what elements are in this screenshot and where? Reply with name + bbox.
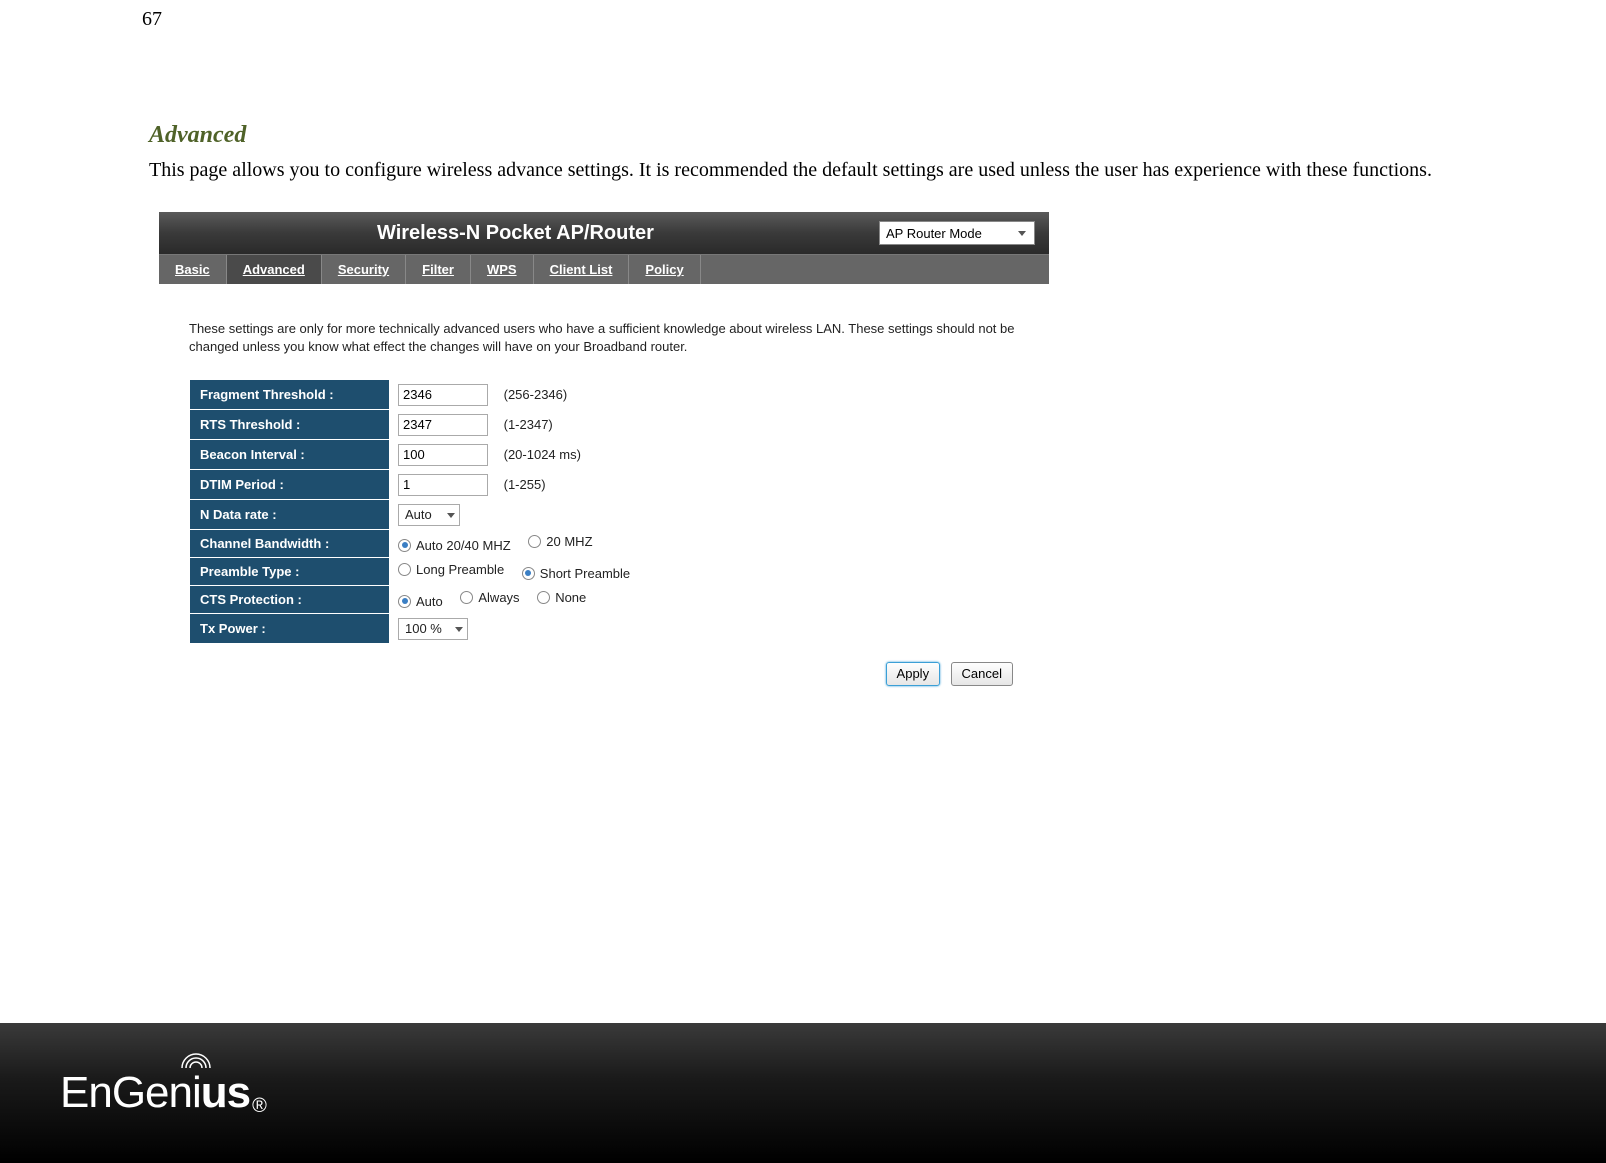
label-beacon: Beacon Interval : xyxy=(190,440,390,470)
mode-select-value: AP Router Mode xyxy=(886,226,982,241)
cancel-button[interactable]: Cancel xyxy=(951,662,1013,686)
row-ndata: N Data rate : Auto xyxy=(190,500,653,530)
input-dtim[interactable] xyxy=(398,474,488,496)
label-dtim: DTIM Period : xyxy=(190,470,390,500)
section-paragraph: This page allows you to configure wirele… xyxy=(149,157,1439,184)
title-bar-text: Wireless-N Pocket AP/Router xyxy=(377,222,654,245)
tab-filter[interactable]: Filter xyxy=(406,255,471,284)
registered-icon: ® xyxy=(252,1095,266,1118)
row-rts: RTS Threshold : (1-2347) xyxy=(190,410,653,440)
radio-icon xyxy=(398,563,411,576)
label-cts: CTS Protection : xyxy=(190,586,390,614)
brand-logo: EnGen i us® xyxy=(60,1068,266,1118)
wifi-arc-icon xyxy=(180,1050,212,1070)
tab-policy[interactable]: Policy xyxy=(629,255,700,284)
radio-icon xyxy=(522,567,535,580)
tab-wps[interactable]: WPS xyxy=(471,255,534,284)
row-txpower: Tx Power : 100 % xyxy=(190,614,653,644)
panel-body: These settings are only for more technic… xyxy=(159,284,1049,692)
row-fragment: Fragment Threshold : (256-2346) xyxy=(190,380,653,410)
radio-cts-auto[interactable]: Auto xyxy=(398,594,443,609)
tab-basic[interactable]: Basic xyxy=(159,255,227,284)
label-txpower: Tx Power : xyxy=(190,614,390,644)
apply-button[interactable]: Apply xyxy=(886,662,941,686)
tab-security[interactable]: Security xyxy=(322,255,406,284)
hint-beacon: (20-1024 ms) xyxy=(504,447,581,462)
logo-i: i xyxy=(192,1068,201,1118)
row-cts: CTS Protection : Auto Always None xyxy=(190,586,653,614)
label-ndata: N Data rate : xyxy=(190,500,390,530)
hint-fragment: (256-2346) xyxy=(504,387,568,402)
logo-part-2: us xyxy=(201,1068,250,1118)
row-beacon: Beacon Interval : (20-1024 ms) xyxy=(190,440,653,470)
radio-preamble-short[interactable]: Short Preamble xyxy=(522,566,630,581)
label-preamble: Preamble Type : xyxy=(190,558,390,586)
action-row: Apply Cancel xyxy=(189,662,1019,686)
title-bar: Wireless-N Pocket AP/Router AP Router Mo… xyxy=(159,212,1049,254)
row-dtim: DTIM Period : (1-255) xyxy=(190,470,653,500)
label-fragment: Fragment Threshold : xyxy=(190,380,390,410)
radio-icon xyxy=(537,591,550,604)
nav-tabs: Basic Advanced Security Filter WPS Clien… xyxy=(159,254,1049,284)
radio-icon xyxy=(460,591,473,604)
tab-client-list[interactable]: Client List xyxy=(534,255,630,284)
radio-icon xyxy=(398,539,411,552)
row-preamble: Preamble Type : Long Preamble Short Prea… xyxy=(190,558,653,586)
document-content: Advanced This page allows you to configu… xyxy=(149,122,1439,692)
footer-bar: EnGen i us® xyxy=(0,1023,1606,1163)
radio-icon xyxy=(528,535,541,548)
advisory-text: These settings are only for more technic… xyxy=(189,320,1019,355)
radio-cts-none[interactable]: None xyxy=(537,590,586,605)
hint-rts: (1-2347) xyxy=(504,417,553,432)
select-txpower[interactable]: 100 % xyxy=(398,618,468,640)
chevron-down-icon xyxy=(1013,225,1030,242)
label-rts: RTS Threshold : xyxy=(190,410,390,440)
hint-dtim: (1-255) xyxy=(504,477,546,492)
row-chbw: Channel Bandwidth : Auto 20/40 MHZ 20 MH… xyxy=(190,530,653,558)
section-heading: Advanced xyxy=(149,122,1439,149)
radio-chbw-auto[interactable]: Auto 20/40 MHZ xyxy=(398,538,511,553)
logo-part-1: EnGen xyxy=(60,1068,192,1118)
page-number: 67 xyxy=(142,8,162,31)
mode-select[interactable]: AP Router Mode xyxy=(879,221,1035,245)
input-rts[interactable] xyxy=(398,414,488,436)
tab-advanced[interactable]: Advanced xyxy=(227,255,322,284)
router-admin-panel: Wireless-N Pocket AP/Router AP Router Mo… xyxy=(159,212,1049,692)
radio-chbw-20[interactable]: 20 MHZ xyxy=(528,534,592,549)
label-chbw: Channel Bandwidth : xyxy=(190,530,390,558)
input-beacon[interactable] xyxy=(398,444,488,466)
input-fragment[interactable] xyxy=(398,384,488,406)
radio-icon xyxy=(398,595,411,608)
radio-preamble-long[interactable]: Long Preamble xyxy=(398,562,504,577)
radio-cts-always[interactable]: Always xyxy=(460,590,519,605)
select-ndata[interactable]: Auto xyxy=(398,504,460,526)
settings-table: Fragment Threshold : (256-2346) RTS Thre… xyxy=(189,379,653,644)
